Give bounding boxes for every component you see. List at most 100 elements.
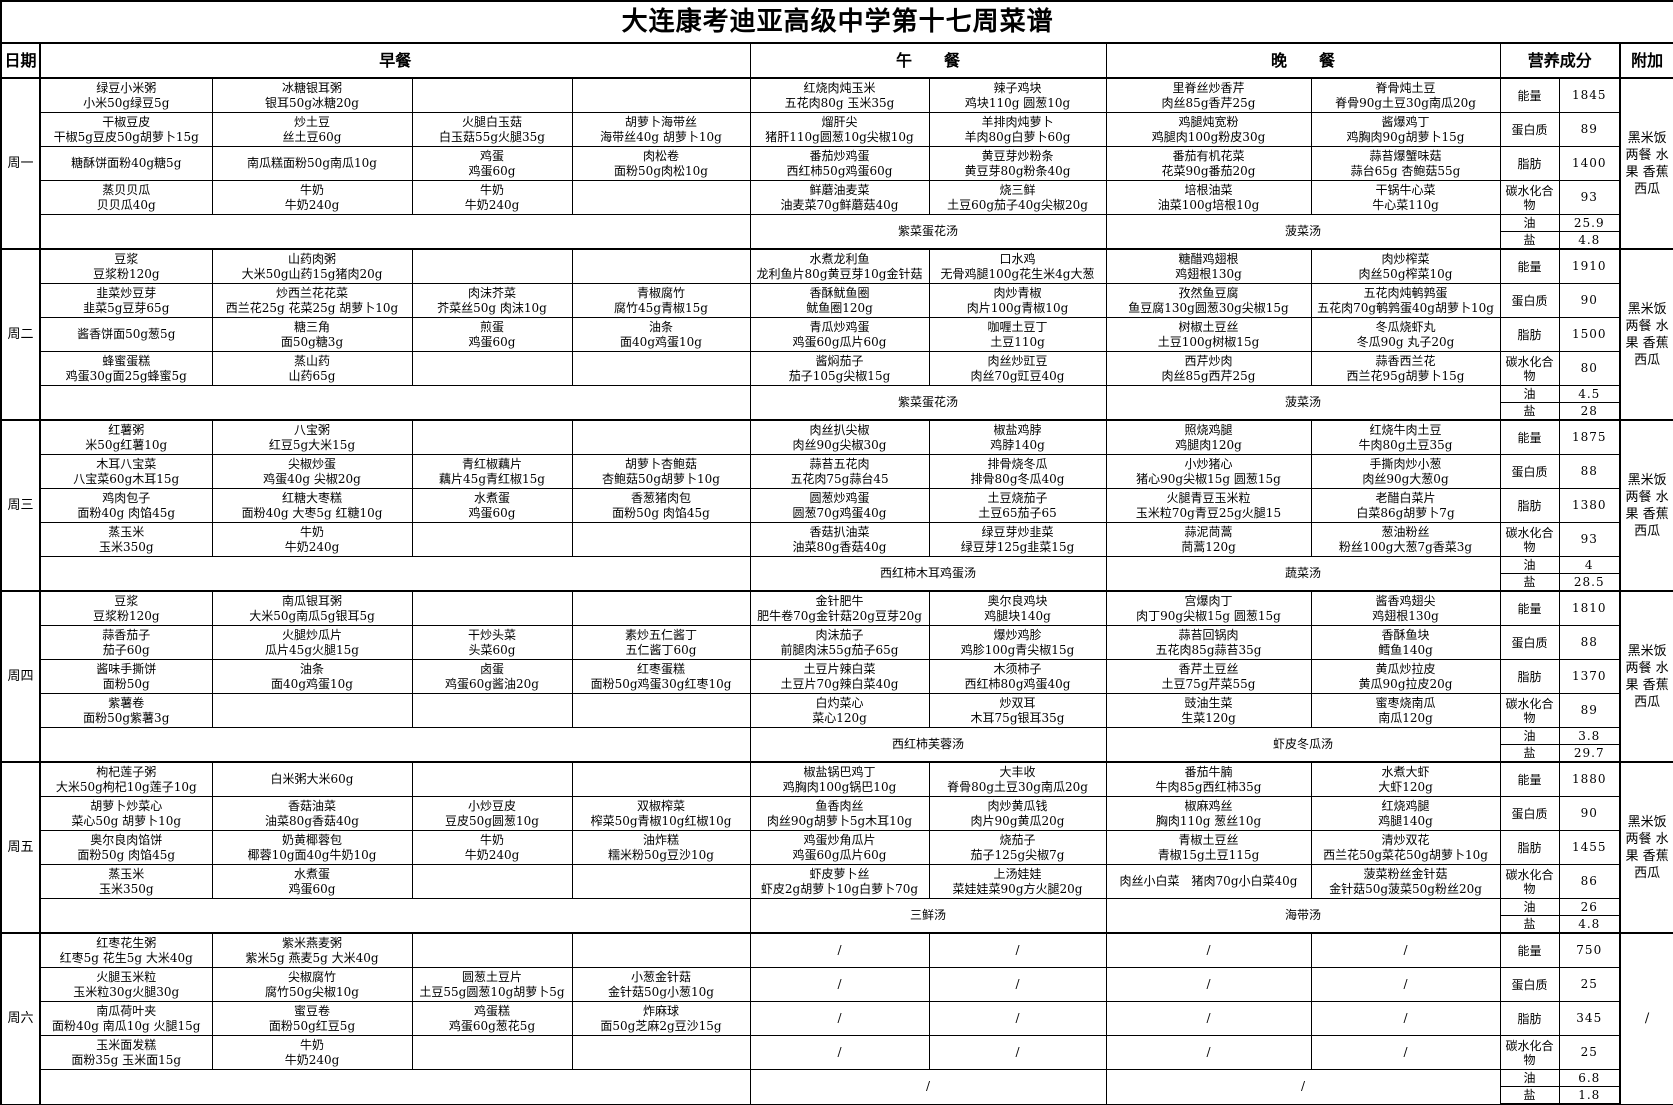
dish-ingredients: 菜娃娃菜90g方火腿20g <box>952 881 1083 896</box>
breakfast-cell <box>411 522 573 557</box>
dish-ingredients: 西红柿50g鸡蛋60g <box>786 163 893 178</box>
lunch-cell: 肉沫茄子 前腿肉沫55g茄子65g <box>749 625 930 660</box>
dinner-cell: 五花肉炖鹌鹑蛋 五花肉70g鹌鹑蛋40g胡萝卜10g <box>1310 283 1501 318</box>
salt-row: 盐 4.8 <box>1 915 1673 934</box>
dish-name: 酱味手撕饼 <box>96 661 157 676</box>
nutrition-value: 1875 <box>1558 419 1621 455</box>
dish-name: 爆炒鸡胗 <box>993 627 1042 642</box>
dish-name: 红枣花生粥 <box>96 935 157 950</box>
dish-name: / <box>1015 1011 1020 1025</box>
breakfast-cell: 油条 面40g鸡蛋10g <box>571 317 751 352</box>
dinner-cell: 西芹炒肉 肉丝85g西芹25g <box>1105 351 1312 386</box>
dish-name: 香葱猪肉包 <box>630 490 691 505</box>
breakfast-cell: 鸡蛋 鸡蛋60g <box>411 146 573 181</box>
dish-name: 火腿炒瓜片 <box>281 627 342 642</box>
dinner-cell: 培根油菜 油菜100g培根10g <box>1105 180 1312 215</box>
dish-name: 辣子鸡块 <box>993 80 1042 95</box>
breakfast-cell: 胡萝卜炒菜心 菜心50g 胡萝卜10g <box>39 796 213 831</box>
nutrition-label: 蛋白质 <box>1499 283 1560 318</box>
breakfast-soup-cell <box>39 556 751 592</box>
nutrition-value-salt: 1.8 <box>1558 1086 1621 1105</box>
dish-name: 鸡腿炖宽粉 <box>1178 114 1239 129</box>
dish-ingredients: 瓜片45g火腿15g <box>265 642 359 657</box>
lunch-cell: / <box>928 967 1107 1002</box>
dinner-soup: 蔬菜汤 <box>1105 556 1501 592</box>
dish-name: 木耳八宝菜 <box>96 456 157 471</box>
breakfast-cell: 酱味手撕饼 面粉50g <box>39 659 213 694</box>
dish-ingredients: 面粉50g紫薯3g <box>83 710 170 725</box>
dish-name: / <box>837 977 842 991</box>
dinner-cell: 冬瓜烧虾丸 冬瓜90g 丸子20g <box>1310 317 1501 352</box>
dish-ingredients: 肉片100g青椒10g <box>966 300 1069 315</box>
dish-ingredients: 黄豆芽80g粉条40g <box>964 163 1071 178</box>
nutrition-label: 能量 <box>1499 590 1560 626</box>
dish-name: 熘肝尖 <box>821 114 858 129</box>
dish-ingredients: 排骨80g冬瓜40g <box>970 471 1065 486</box>
breakfast-cell: 红枣花生粥 红枣5g 花生5g 大米40g <box>39 932 213 968</box>
nutrition-value: 1500 <box>1558 317 1621 352</box>
dish-name: 干椒豆皮 <box>102 114 151 129</box>
dish-name: 肉丝小白菜 猪肉70g小白菜40g <box>1119 874 1298 888</box>
dinner-cell: 脊骨炖土豆 脊骨90g土豆30g南瓜20g <box>1310 77 1501 113</box>
dish-ingredients: 鸡蛋30g面25g蜂蜜5g <box>65 368 187 383</box>
nutrition-value: 90 <box>1558 283 1621 318</box>
nutrition-value: 88 <box>1558 454 1621 489</box>
dish-ingredients: 面粉50g红豆5g <box>268 1018 356 1033</box>
dish-name: 尖椒炒蛋 <box>287 456 336 471</box>
menu-row: 南瓜荷叶夹 面粉40g 南瓜10g 火腿15g 蜜豆卷 面粉50g红豆5g 鸡蛋糕 鸡蛋6… <box>1 1001 1673 1036</box>
dish-name: 水煮蛋 <box>473 490 510 505</box>
nutrition-value: 80 <box>1558 351 1621 386</box>
lunch-cell: 鲜蘑油麦菜 油麦菜70g鲜蘑菇40g <box>749 180 930 215</box>
menu-row: 周二 豆浆 豆浆粉120g 山药肉粥 大米50g山药15g猪肉20g 水煮龙利鱼 龙利鱼片8… <box>0 248 1673 421</box>
breakfast-cell: 鸡蛋糕 鸡蛋60g葱花5g <box>411 1001 573 1036</box>
dish-name: 蒜香西兰花 <box>1375 353 1436 368</box>
dish-name: 番茄牛腩 <box>1184 764 1233 779</box>
dish-name: 黄豆芽炒粉条 <box>981 148 1054 163</box>
breakfast-soup-cell <box>39 385 751 421</box>
lunch-cell: 咖喱土豆丁 土豆110g <box>928 317 1107 352</box>
breakfast-cell: 豆浆 豆浆粉120g <box>39 248 213 284</box>
menu-row: 火腿玉米粒 玉米粒30g火腿30g 尖椒腐竹 腐竹50g尖椒10g 圆葱土豆片 土豆55g… <box>1 967 1673 1002</box>
extra-items: 黑米饭 两餐 水果 香蕉 西瓜 <box>1618 419 1673 592</box>
lunch-cell: 肉丝扒尖椒 肉丝90g尖椒30g <box>749 419 930 455</box>
breakfast-cell <box>571 932 751 968</box>
dish-name: 蒜泥茼蒿 <box>1184 524 1233 539</box>
dish-name: 土豆烧茄子 <box>987 490 1048 505</box>
dish-name: 香芹土豆丝 <box>1178 661 1239 676</box>
breakfast-cell: 小葱金针菇 金针菇50g小葱10g <box>571 967 751 1002</box>
dish-name: 肉炒黄瓜钱 <box>987 798 1048 813</box>
dish-ingredients: 油菜80g香菇40g <box>265 813 359 828</box>
breakfast-cell: 绿豆小米粥 小米50g绿豆5g <box>39 77 213 113</box>
dish-ingredients: 牛肉85g西红柿35g <box>1155 779 1262 794</box>
dish-ingredients: 土豆55g圆葱10g胡萝卜5g <box>419 984 565 999</box>
dinner-cell: 肉炒榨菜 肉丝50g榨菜10g <box>1310 248 1501 284</box>
breakfast-cell: 八宝粥 红豆5g大米15g <box>211 419 413 455</box>
dish-name: 青椒腐竹 <box>636 285 685 300</box>
dish-name: 紫米燕麦粥 <box>281 935 342 950</box>
dish-name: 南瓜糕面粉50g南瓜10g <box>247 156 377 170</box>
breakfast-cell <box>571 761 751 797</box>
dish-name: 白灼菜心 <box>815 695 864 710</box>
nutrition-label: 能量 <box>1499 932 1560 968</box>
dish-name: / <box>1403 943 1408 957</box>
dish-name: 土豆片辣白菜 <box>803 661 876 676</box>
dish-name: 香酥鱼块 <box>1381 627 1430 642</box>
lunch-soup: 西红柿木耳鸡蛋汤 <box>749 556 1107 592</box>
breakfast-cell: 南瓜银耳粥 大米50g南瓜5g银耳5g <box>211 590 413 626</box>
dish-name: 冬瓜烧虾丸 <box>1375 319 1436 334</box>
nutrition-label: 脂肪 <box>1499 830 1560 865</box>
dish-ingredients: 五仁酱丁60g <box>625 642 697 657</box>
breakfast-cell: 尖椒腐竹 腐竹50g尖椒10g <box>211 967 413 1002</box>
nutrition-value: 1880 <box>1558 761 1621 797</box>
dish-ingredients: 茄子125g尖椒7g <box>970 847 1065 862</box>
dinner-soup: 虾皮冬瓜汤 <box>1105 727 1501 763</box>
dish-ingredients: 南瓜120g <box>1378 710 1433 725</box>
breakfast-cell: 蒸贝贝瓜 贝贝瓜40g <box>39 180 213 215</box>
dish-name: 肉炒青椒 <box>993 285 1042 300</box>
dish-ingredients: 糯米粉50g豆沙10g <box>608 847 714 862</box>
lunch-cell: 土豆烧茄子 土豆65茄子65 <box>928 488 1107 523</box>
dinner-cell: / <box>1310 1035 1501 1070</box>
lunch-cell: 肉炒青椒 肉片100g青椒10g <box>928 283 1107 318</box>
dish-ingredients: 玉米粒70g青豆25g火腿15 <box>1135 505 1282 520</box>
